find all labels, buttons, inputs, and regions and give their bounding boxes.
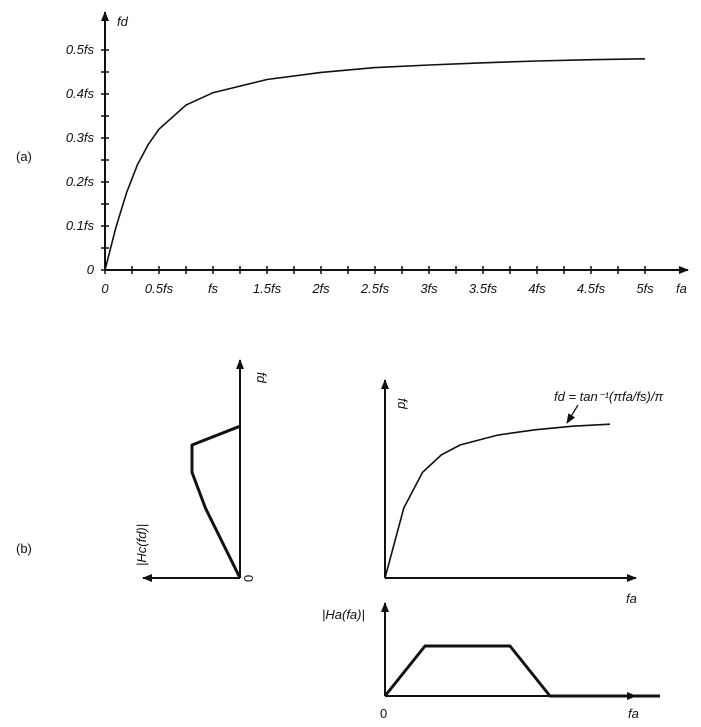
- panel-label-b: (b): [16, 541, 32, 556]
- chart-b-map-annotation: fd = tan⁻¹(πfa/fs)/π: [554, 389, 663, 404]
- chart-a: 0 0.5fs fs 1.5fs 2fs 2.5fs 3fs 3.5fs 4fs 4.5fs 5fs…: [66, 11, 689, 296]
- chart-a-x-ticks: 0 0.5fs fs 1.5fs 2fs 2.5fs 3fs 3.5fs 4fs 4.5fs 5fs: [101, 266, 654, 296]
- chart-b-analog-origin-label: 0: [380, 706, 387, 721]
- chart-b-digital-origin-label: 0: [241, 575, 256, 582]
- y-tick-label: 0.4fs: [66, 86, 95, 101]
- chart-b-analog-x-label: fa: [628, 706, 639, 721]
- chart-b-digital-y-label: fd: [254, 372, 269, 384]
- x-tick-label: 4fs: [528, 281, 546, 296]
- chart-b-map-series-line: [384, 423, 611, 579]
- chart-a-y-ticks: 0 0.1fs 0.2fs 0.3fs 0.4fs 0.5fs: [66, 42, 109, 277]
- chart-b-digital-x-label: |Hc(fd)|: [134, 524, 149, 566]
- y-tick-label: 0.5fs: [66, 42, 95, 57]
- x-tick-label: 0.5fs: [145, 281, 174, 296]
- x-tick-label: 5fs: [636, 281, 654, 296]
- chart-b-digital: fd |Hc(fd)| 0: [134, 359, 269, 582]
- chart-b-analog-y-label: |Ha(fa)|: [322, 607, 365, 622]
- chart-b-digital-series-line: [190, 424, 242, 579]
- x-tick-label: 3fs: [420, 281, 438, 296]
- chart-a-series-line: [104, 58, 646, 271]
- chart-a-x-label: fa: [676, 281, 687, 296]
- chart-b-map-x-label: fa: [626, 591, 637, 606]
- panel-label-a: (a): [16, 149, 32, 164]
- x-tick-label: 3.5fs: [469, 281, 498, 296]
- chart-b-analog: |Ha(fa)| fa 0: [322, 602, 660, 721]
- chart-b-analog-series-line: [383, 644, 660, 698]
- chart-a-y-label: fd: [117, 14, 129, 29]
- chart-b-map-y-label: fd: [395, 398, 410, 410]
- x-tick-label: 0: [101, 281, 109, 296]
- x-tick-label: 2fs: [311, 281, 330, 296]
- x-tick-label: fs: [208, 281, 219, 296]
- y-tick-label: 0.3fs: [66, 130, 95, 145]
- annotation-arrow: [566, 404, 579, 424]
- y-tick-label: 0: [87, 262, 95, 277]
- x-tick-label: 1.5fs: [253, 281, 282, 296]
- x-tick-label: 2.5fs: [360, 281, 390, 296]
- y-tick-label: 0.1fs: [66, 218, 95, 233]
- chart-b-mapping: fd fa fd = tan⁻¹(πfa/fs)/π: [381, 379, 663, 606]
- y-tick-label: 0.2fs: [66, 174, 95, 189]
- x-tick-label: 4.5fs: [577, 281, 606, 296]
